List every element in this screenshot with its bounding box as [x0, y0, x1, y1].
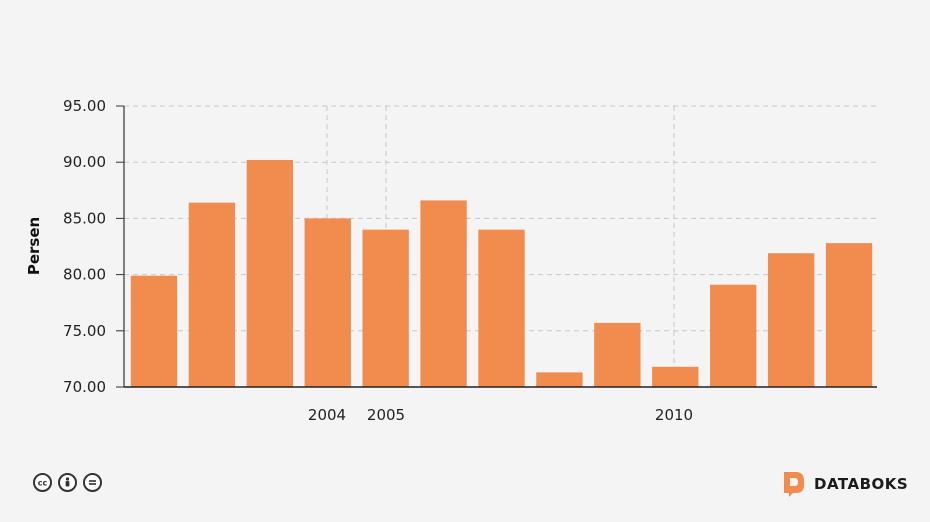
no-derivatives-icon: [83, 473, 102, 492]
x-tick-label: 2004: [308, 406, 346, 424]
brand-name: DATABOKS: [814, 475, 909, 493]
bar-2007: [478, 229, 525, 387]
y-axis-title: Persen: [25, 217, 43, 275]
y-tick-label: 95.00: [63, 97, 106, 115]
bar-2002: [188, 202, 236, 387]
databoks-logo-icon: [784, 472, 804, 497]
y-tick-label: 70.00: [63, 378, 106, 396]
y-tick-label: 90.00: [63, 153, 106, 171]
bar-2008: [536, 372, 583, 387]
bar-2001: [130, 275, 178, 387]
x-tick-label: 2005: [367, 406, 405, 424]
attribution-icon: [58, 473, 77, 492]
y-tick-label: 85.00: [63, 209, 106, 227]
bar-2005: [362, 229, 409, 387]
creative-commons-icon: cc: [33, 473, 52, 492]
bar-2009: [594, 322, 641, 387]
x-tick-label: 2010: [655, 406, 693, 424]
bar-2012: [767, 253, 815, 387]
bar-2013: [825, 243, 873, 387]
bar-2006: [420, 200, 467, 387]
y-tick-label: 80.00: [63, 266, 106, 284]
bar-2004: [304, 218, 351, 387]
bar-2010: [652, 366, 699, 387]
svg-text:cc: cc: [38, 479, 48, 488]
bar-2003: [246, 159, 293, 387]
bar-2011: [710, 284, 757, 387]
y-tick-label: 75.00: [63, 322, 106, 340]
brand-logo: DATABOKS: [782, 471, 908, 497]
license-icons: cc: [33, 473, 102, 492]
